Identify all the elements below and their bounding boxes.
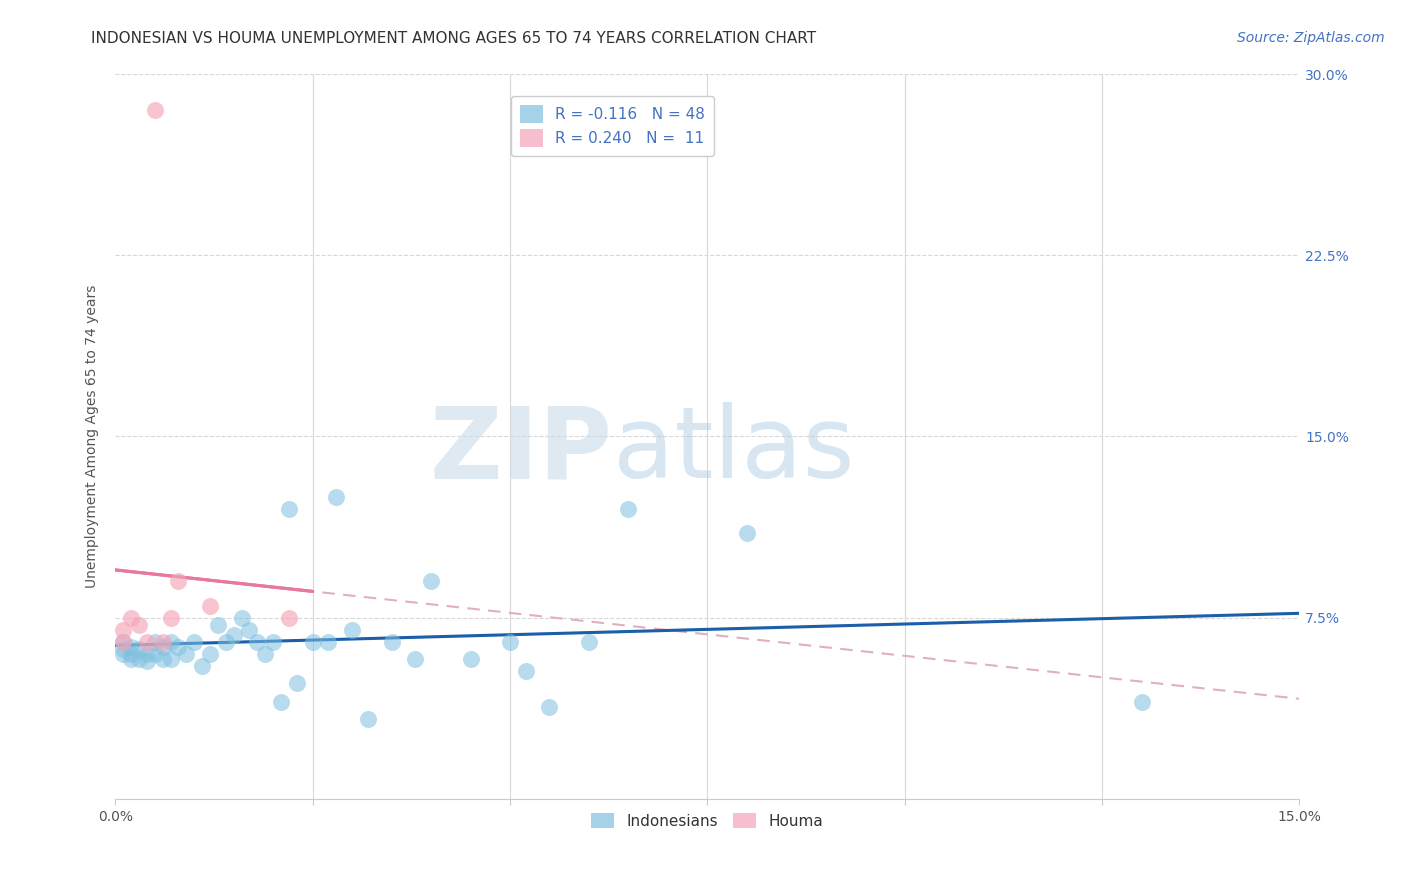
Indonesians (159, 634, 181, 648)
Indonesians (222, 627, 245, 641)
Indonesians (246, 634, 269, 648)
Indonesians (578, 634, 600, 648)
Indonesians (515, 664, 537, 678)
Legend: Indonesians, Houma: Indonesians, Houma (585, 806, 830, 835)
Indonesians (167, 640, 190, 654)
Text: INDONESIAN VS HOUMA UNEMPLOYMENT AMONG AGES 65 TO 74 YEARS CORRELATION CHART: INDONESIAN VS HOUMA UNEMPLOYMENT AMONG A… (91, 31, 817, 46)
Indonesians (143, 634, 166, 648)
Indonesians (262, 634, 284, 648)
Houma (112, 634, 135, 648)
Indonesians (135, 647, 157, 661)
Indonesians (301, 634, 323, 648)
Indonesians (380, 634, 402, 648)
Indonesians (735, 526, 758, 541)
Indonesians (325, 490, 347, 504)
Indonesians (183, 634, 205, 648)
Indonesians (128, 642, 150, 657)
Indonesians (207, 618, 229, 632)
Houma (135, 634, 157, 648)
Houma (152, 634, 174, 648)
Indonesians (238, 623, 260, 637)
Houma (159, 610, 181, 624)
Indonesians (254, 647, 277, 661)
Indonesians (112, 647, 135, 661)
Indonesians (231, 610, 253, 624)
Indonesians (176, 647, 198, 661)
Indonesians (128, 651, 150, 665)
Indonesians (270, 695, 292, 709)
Indonesians (340, 623, 363, 637)
Houma (120, 610, 142, 624)
Indonesians (159, 651, 181, 665)
Indonesians (112, 642, 135, 657)
Indonesians (191, 659, 214, 673)
Text: Source: ZipAtlas.com: Source: ZipAtlas.com (1237, 31, 1385, 45)
Indonesians (135, 654, 157, 668)
Indonesians (143, 647, 166, 661)
Houma (128, 618, 150, 632)
Indonesians (420, 574, 443, 589)
Indonesians (215, 634, 238, 648)
Indonesians (285, 676, 308, 690)
Houma (167, 574, 190, 589)
Houma (278, 610, 301, 624)
Indonesians (198, 647, 221, 661)
Indonesians (318, 634, 340, 648)
Indonesians (120, 647, 142, 661)
Indonesians (538, 700, 561, 714)
Houma (198, 599, 221, 613)
Houma (143, 103, 166, 118)
Text: atlas: atlas (613, 402, 855, 500)
Text: ZIP: ZIP (430, 402, 613, 500)
Indonesians (617, 502, 640, 516)
Indonesians (120, 640, 142, 654)
Indonesians (112, 634, 135, 648)
Indonesians (278, 502, 301, 516)
Indonesians (120, 651, 142, 665)
Indonesians (1130, 695, 1153, 709)
Houma (112, 623, 135, 637)
Indonesians (152, 651, 174, 665)
Indonesians (499, 634, 522, 648)
Indonesians (404, 651, 426, 665)
Indonesians (357, 712, 380, 726)
Indonesians (460, 651, 482, 665)
Indonesians (152, 640, 174, 654)
Y-axis label: Unemployment Among Ages 65 to 74 years: Unemployment Among Ages 65 to 74 years (86, 285, 100, 588)
